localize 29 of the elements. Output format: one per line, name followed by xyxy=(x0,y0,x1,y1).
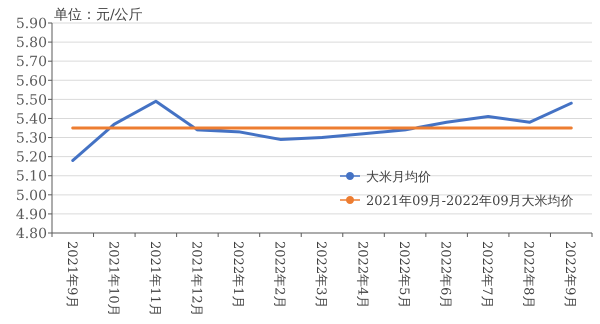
y-tick-label: 4.90 xyxy=(16,206,47,223)
y-tick-label: 5.20 xyxy=(16,150,47,166)
legend-label: 2021年09月-2022年09月大米均价 xyxy=(366,194,574,209)
x-tick-label: 2021年9月 xyxy=(64,241,79,308)
y-tick-label: 4.80 xyxy=(16,226,47,242)
x-tick-label: 2022年2月 xyxy=(271,241,286,308)
y-tick-label: 5.60 xyxy=(16,73,47,90)
line-series xyxy=(71,100,573,162)
x-tick-label: 2022年5月 xyxy=(396,241,412,308)
x-tick-label: 2022年1月 xyxy=(230,241,245,308)
y-tick-label: 5.90 xyxy=(16,16,47,32)
x-tick-label: 2022年9月 xyxy=(562,241,578,308)
y-axis-title: 单位：元/公斤 xyxy=(54,7,143,23)
x-tick-label: 2021年11月 xyxy=(146,241,162,317)
y-tick-label: 5.40 xyxy=(16,111,47,128)
x-tick-label: 2022年8月 xyxy=(520,241,536,308)
y-tick-label: 5.10 xyxy=(16,168,47,185)
y-tick-label: 5.00 xyxy=(16,188,47,204)
legend-label: 大米月均价 xyxy=(366,170,431,185)
x-tick-label: 2022年6月 xyxy=(438,241,453,308)
x-tick-label: 2022年7月 xyxy=(479,241,494,308)
x-tick-label: 2022年4月 xyxy=(354,241,370,308)
x-tick-label: 2021年10月 xyxy=(105,241,120,317)
y-tick-label: 5.70 xyxy=(16,54,47,70)
y-tick-label: 5.80 xyxy=(16,35,47,52)
y-tick-label: 5.50 xyxy=(16,92,47,108)
y-tick-label: 5.30 xyxy=(16,130,47,147)
x-tick-label: 2021年12月 xyxy=(188,241,204,317)
x-tick-label: 2022年3月 xyxy=(313,241,328,308)
